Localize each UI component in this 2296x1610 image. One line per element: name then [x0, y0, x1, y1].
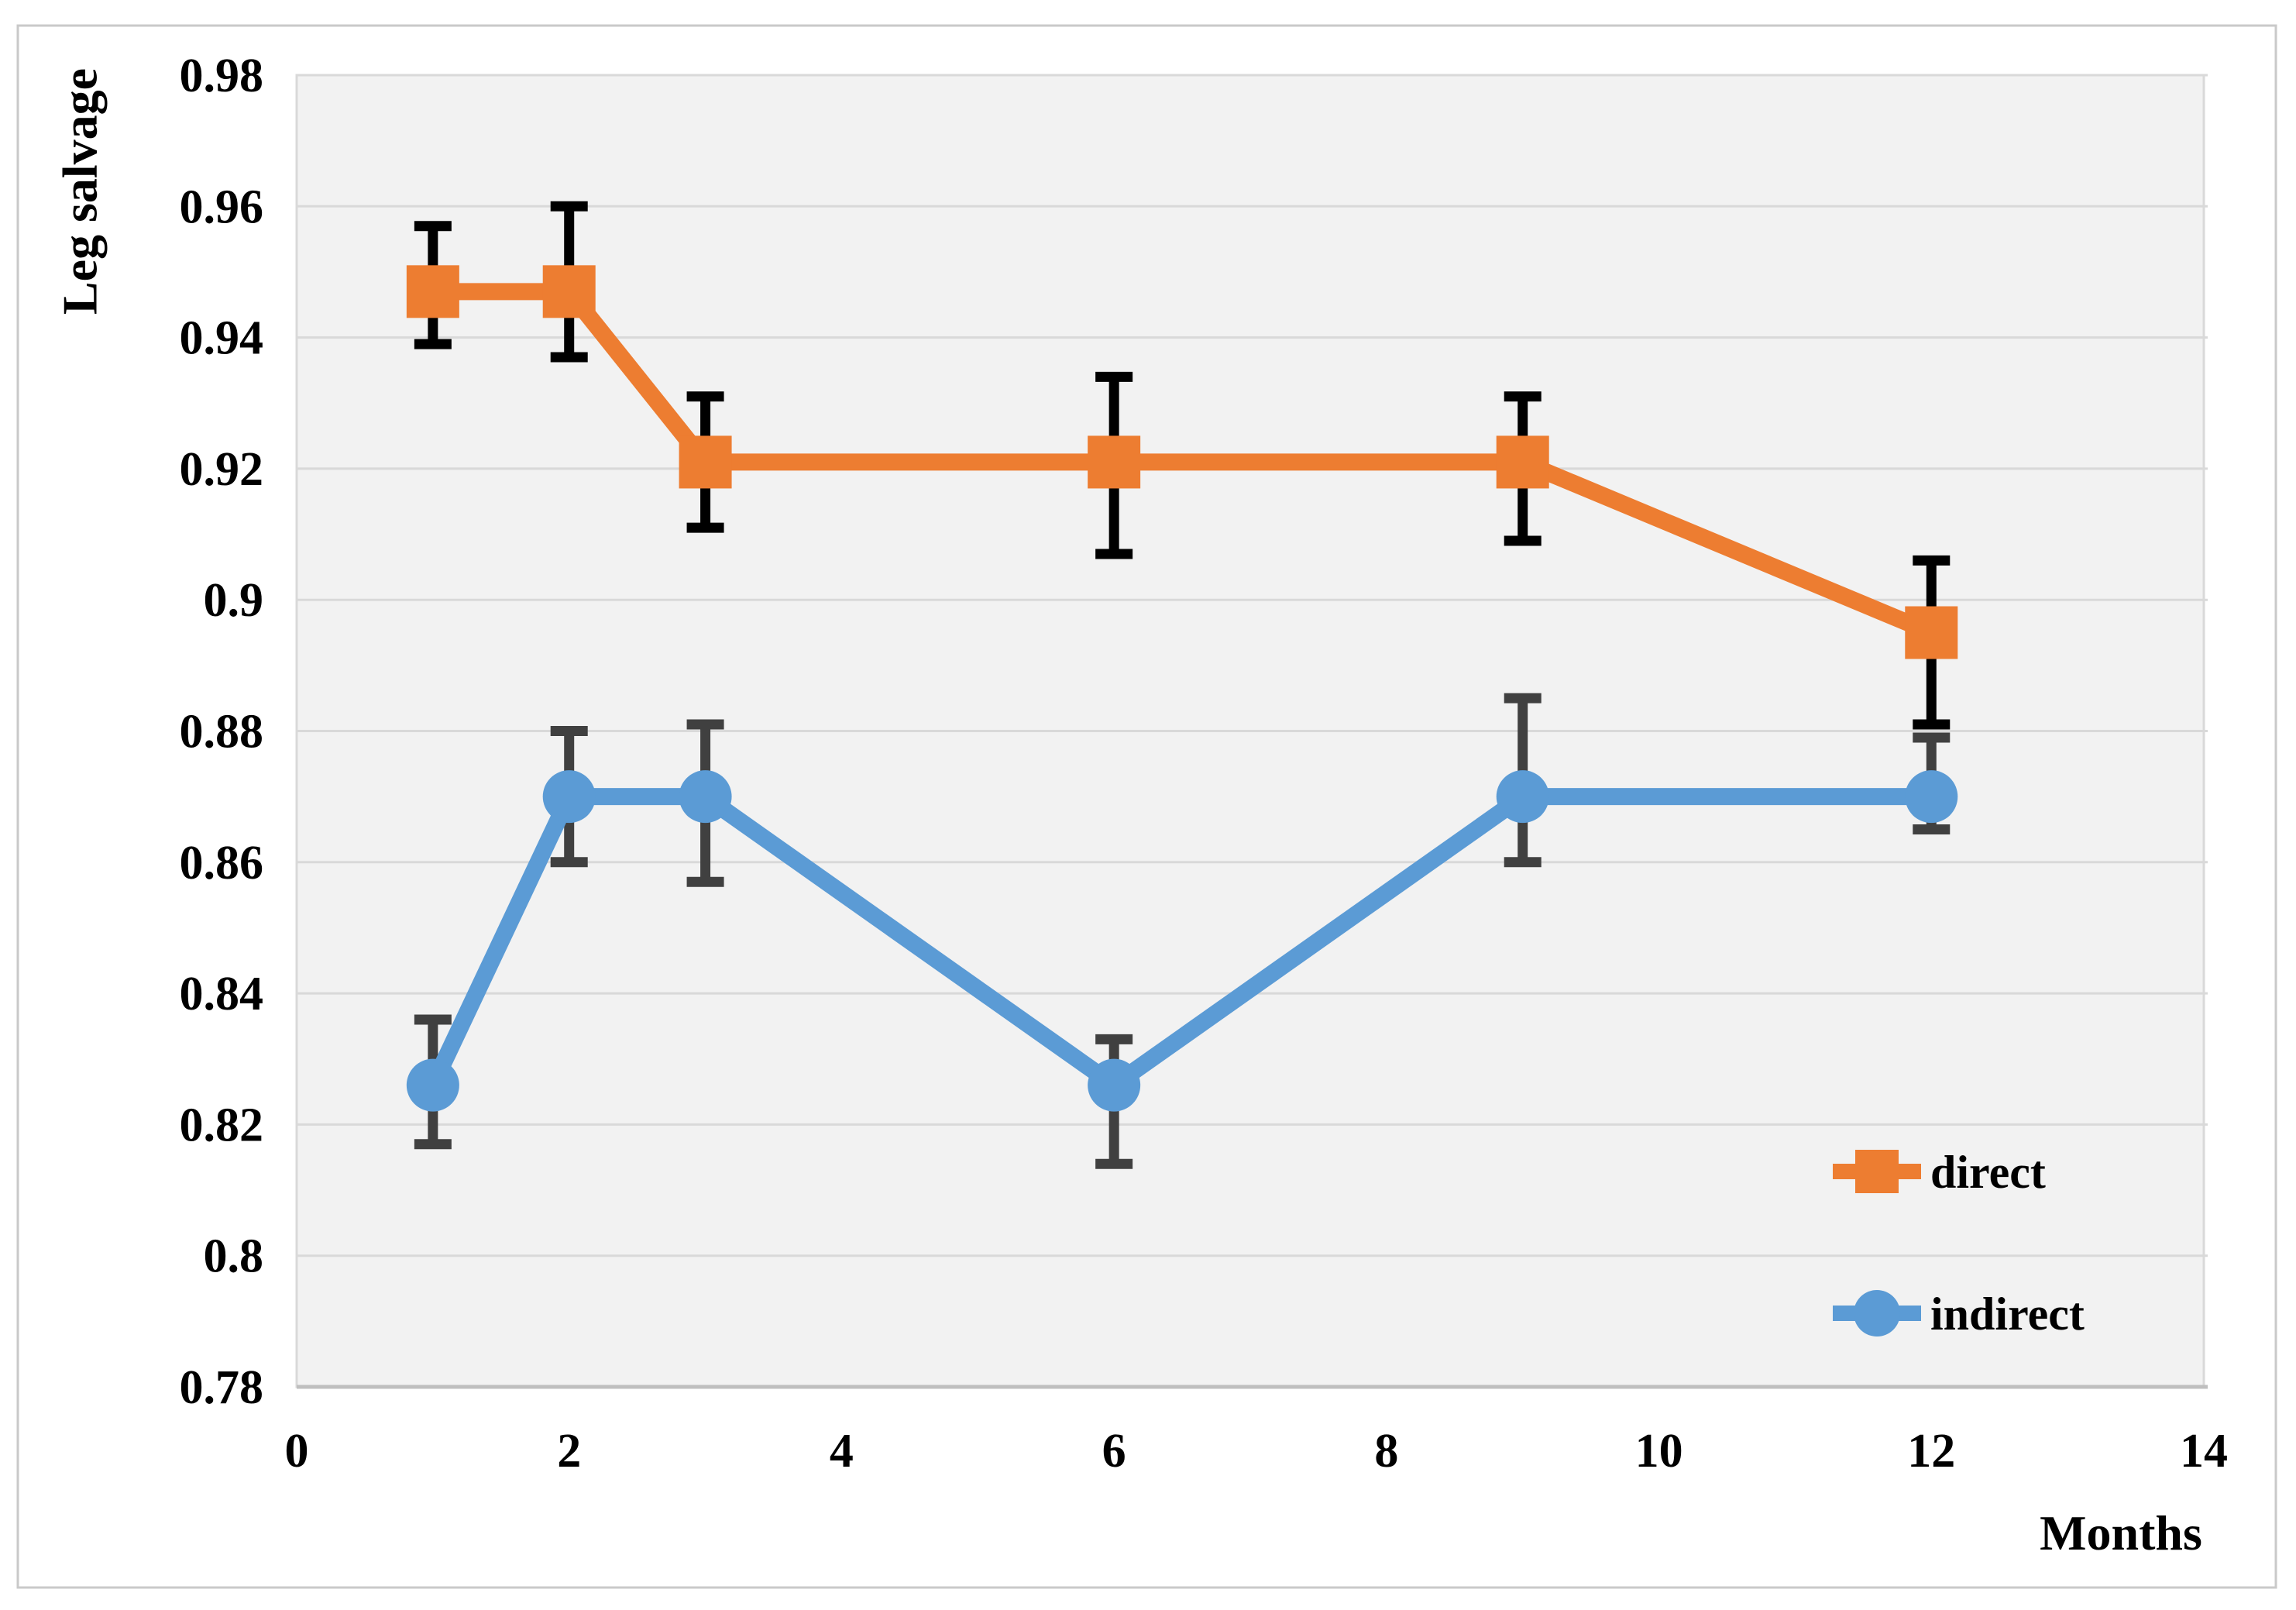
x-tick-label: 2 — [557, 1425, 581, 1478]
indirect-marker — [1088, 1058, 1141, 1112]
series-markers-group — [406, 265, 1958, 1112]
direct-marker — [542, 265, 596, 318]
x-axis-tick-labels: 0 2 4 6 8 10 12 14 — [285, 1425, 2229, 1478]
y-tick-label: 0.9 — [204, 574, 264, 627]
indirect-marker — [679, 770, 732, 824]
y-tick-label: 0.8 — [204, 1230, 264, 1283]
y-tick-label: 0.86 — [180, 837, 264, 889]
y-axis-title: Leg salvage — [53, 68, 108, 315]
legend: direct indirect — [1833, 1147, 2085, 1340]
x-tick-label: 12 — [1907, 1425, 1955, 1478]
x-tick-label: 14 — [2180, 1425, 2228, 1478]
x-axis-title: Months — [2040, 1505, 2202, 1560]
legend-item-indirect: indirect — [1833, 1288, 2085, 1340]
y-tick-label: 0.88 — [180, 706, 264, 759]
x-tick-label: 0 — [285, 1425, 309, 1478]
y-tick-label: 0.82 — [180, 1099, 264, 1151]
x-tick-label: 8 — [1374, 1425, 1398, 1478]
gridlines-group — [297, 74, 2208, 1389]
y-tick-label: 0.84 — [180, 968, 264, 1020]
legend-label-direct: direct — [1930, 1147, 2046, 1198]
indirect-marker — [1496, 770, 1549, 824]
y-tick-label: 0.96 — [180, 181, 264, 233]
direct-marker — [679, 435, 732, 489]
y-tick-label: 0.98 — [180, 50, 264, 102]
x-tick-label: 4 — [830, 1425, 854, 1478]
legend-item-direct: direct — [1833, 1147, 2046, 1198]
y-tick-label: 0.78 — [180, 1361, 264, 1414]
direct-legend-marker-icon — [1833, 1150, 1921, 1193]
direct-marker — [1088, 435, 1141, 489]
direct-marker — [1905, 606, 1958, 659]
direct-marker — [406, 265, 459, 318]
indirect-marker — [1905, 770, 1958, 824]
indirect-marker — [542, 770, 596, 824]
direct-marker — [1496, 435, 1549, 489]
x-tick-label: 6 — [1102, 1425, 1126, 1478]
x-tick-label: 10 — [1635, 1425, 1683, 1478]
direct-legend-square — [1855, 1150, 1899, 1193]
y-axis-tick-labels: 0.98 0.96 0.94 0.92 0.9 0.88 0.86 0.84 0.82 0.8 0.… — [180, 50, 264, 1414]
y-tick-label: 0.94 — [180, 312, 264, 365]
indirect-legend-marker-icon — [1833, 1290, 1921, 1337]
legend-label-indirect: indirect — [1930, 1288, 2085, 1340]
indirect-legend-circle — [1854, 1290, 1900, 1337]
indirect-series-line — [424, 788, 1932, 1094]
y-tick-label: 0.92 — [180, 443, 264, 496]
indirect-marker — [406, 1058, 459, 1112]
